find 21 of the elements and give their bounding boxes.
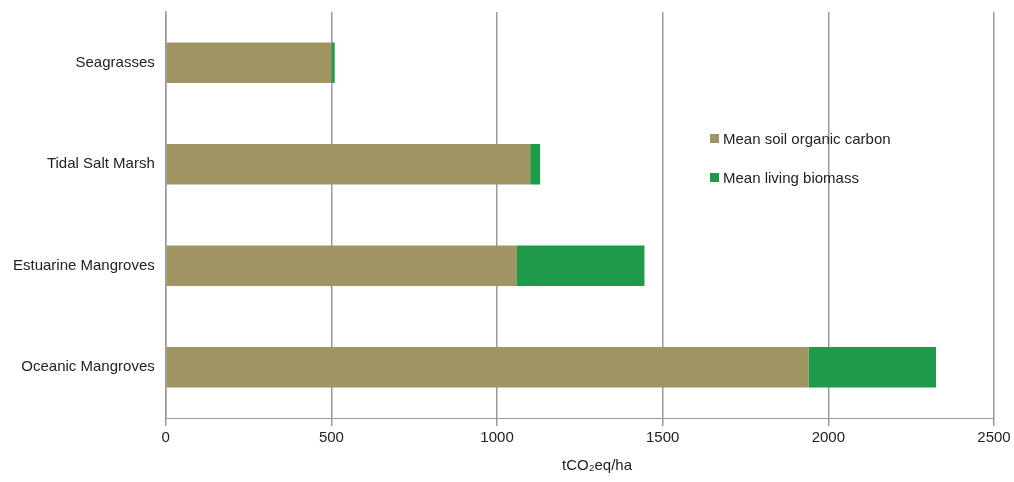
x-tick-label: 500 (318, 428, 344, 446)
x-tick-label: 1500 (646, 428, 680, 446)
bar (166, 346, 809, 388)
bar (516, 245, 645, 287)
y-tick-label: Tidal Salt Marsh (46, 154, 155, 172)
x-tick-label: 0 (161, 428, 170, 446)
bar (166, 42, 332, 84)
x-tick-label: 2500 (977, 428, 1011, 446)
bar (808, 346, 937, 388)
x-axis-title: tCO₂eq/ha (561, 456, 633, 473)
legend-label: Mean soil organic carbon (723, 130, 891, 147)
bar (166, 245, 517, 287)
bar (530, 143, 541, 185)
bar (331, 42, 335, 84)
legend-label: Mean living biomass (723, 169, 859, 186)
y-tick-label: Oceanic Mangroves (21, 357, 155, 375)
x-tick-label: 1000 (480, 428, 514, 446)
bar (166, 143, 531, 185)
y-tick-label: Estuarine Mangroves (12, 255, 155, 273)
x-tick-label: 2000 (811, 428, 846, 446)
y-tick-label: Seagrasses (75, 52, 155, 70)
